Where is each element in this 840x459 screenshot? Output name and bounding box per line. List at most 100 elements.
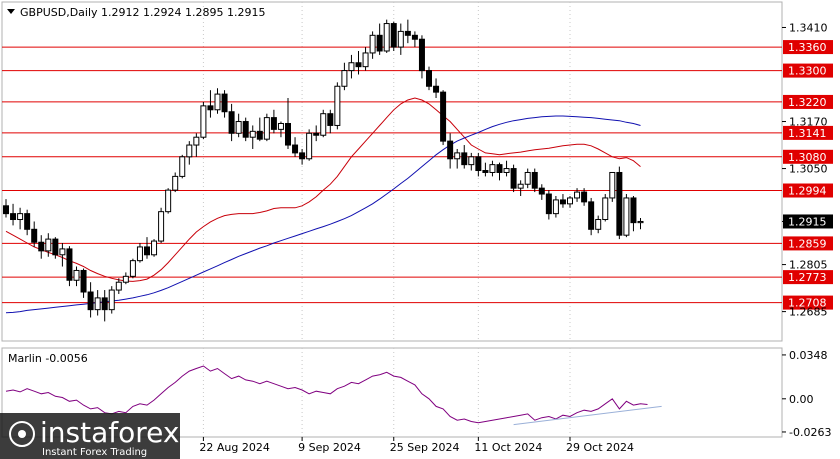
candle[interactable] [496, 162, 503, 181]
candle[interactable] [390, 21, 397, 51]
candle[interactable] [616, 166, 623, 240]
candle-body-bear [31, 228, 38, 243]
menu-triangle-icon[interactable] [7, 9, 15, 14]
candle[interactable] [440, 90, 447, 146]
candle[interactable] [87, 282, 94, 318]
candle[interactable] [165, 188, 172, 214]
candle[interactable] [129, 258, 136, 279]
candle[interactable] [595, 215, 602, 234]
candle[interactable] [228, 103, 235, 142]
candle[interactable] [80, 268, 87, 298]
candle[interactable] [200, 101, 207, 140]
candle[interactable] [609, 171, 616, 202]
candle[interactable] [461, 145, 468, 169]
candle[interactable] [144, 237, 150, 259]
candle[interactable] [158, 207, 165, 244]
candle[interactable] [214, 88, 221, 114]
candle[interactable] [179, 154, 186, 179]
candle[interactable] [426, 66, 432, 91]
candle[interactable] [108, 286, 115, 314]
candle[interactable] [320, 109, 327, 138]
candle[interactable] [313, 125, 320, 142]
candle[interactable] [341, 62, 348, 91]
candle[interactable] [52, 237, 59, 259]
candle[interactable] [207, 90, 214, 118]
candle[interactable] [545, 190, 552, 220]
candle[interactable] [221, 90, 228, 118]
candle[interactable] [263, 113, 270, 142]
candle[interactable] [235, 113, 242, 138]
candle[interactable] [24, 209, 31, 236]
candle[interactable] [66, 246, 73, 287]
candle[interactable] [623, 194, 630, 238]
candle[interactable] [249, 125, 256, 149]
candle[interactable] [510, 164, 517, 193]
candle[interactable] [327, 109, 334, 134]
candle[interactable] [101, 290, 108, 322]
candle[interactable] [193, 133, 200, 157]
candle[interactable] [588, 197, 595, 236]
candle[interactable] [630, 195, 637, 232]
candle[interactable] [482, 162, 489, 177]
candle-body-bear [447, 140, 454, 160]
candle[interactable] [418, 35, 425, 79]
candle[interactable] [355, 50, 362, 75]
candle[interactable] [397, 23, 404, 55]
candle[interactable] [94, 290, 101, 316]
candle[interactable] [242, 117, 249, 142]
candle[interactable] [10, 203, 17, 226]
candle[interactable] [73, 266, 80, 287]
candle[interactable] [475, 152, 482, 177]
candle[interactable] [348, 54, 355, 79]
candle[interactable] [292, 137, 299, 157]
candle[interactable] [256, 117, 263, 142]
candle[interactable] [270, 109, 277, 134]
candle[interactable] [362, 47, 369, 71]
candle[interactable] [517, 180, 524, 196]
candle[interactable] [454, 148, 461, 169]
candle[interactable] [468, 152, 475, 171]
candle[interactable] [299, 148, 306, 165]
candle[interactable] [122, 272, 129, 285]
candle[interactable] [45, 233, 52, 257]
candle[interactable] [3, 199, 9, 218]
candle[interactable] [567, 195, 573, 208]
candle[interactable] [503, 160, 510, 177]
candle[interactable] [433, 78, 440, 99]
candle[interactable] [581, 188, 588, 206]
indicator-trendline[interactable] [513, 405, 662, 426]
candle[interactable] [136, 243, 143, 263]
candle[interactable] [404, 19, 411, 44]
candle[interactable] [376, 23, 383, 55]
candle-body-bear [433, 85, 440, 93]
candle[interactable] [637, 217, 644, 230]
level-label-box [783, 183, 833, 198]
candle[interactable] [524, 168, 531, 189]
candle[interactable] [489, 160, 496, 177]
candle[interactable] [186, 141, 193, 165]
candle[interactable] [172, 172, 179, 193]
candlesticks[interactable] [3, 19, 644, 322]
candle[interactable] [369, 31, 376, 59]
candle[interactable] [602, 194, 609, 222]
candle[interactable] [59, 243, 66, 267]
candle[interactable] [151, 239, 158, 257]
candle[interactable] [115, 278, 122, 294]
candle[interactable] [285, 98, 291, 149]
candle[interactable] [538, 184, 545, 200]
candle[interactable] [31, 221, 38, 247]
candle[interactable] [17, 207, 24, 230]
price-tick-label: 1.2805 [789, 259, 828, 272]
candle[interactable] [411, 31, 418, 48]
candle[interactable] [38, 235, 45, 259]
candle[interactable] [559, 194, 566, 208]
candle[interactable] [552, 195, 559, 218]
candle[interactable] [574, 188, 581, 202]
candle[interactable] [531, 168, 538, 193]
candle[interactable] [383, 19, 390, 53]
candle[interactable] [334, 82, 341, 130]
candle[interactable] [447, 133, 454, 169]
candle[interactable] [277, 121, 284, 138]
candle[interactable] [306, 129, 313, 161]
candle-body-bear [292, 144, 299, 154]
